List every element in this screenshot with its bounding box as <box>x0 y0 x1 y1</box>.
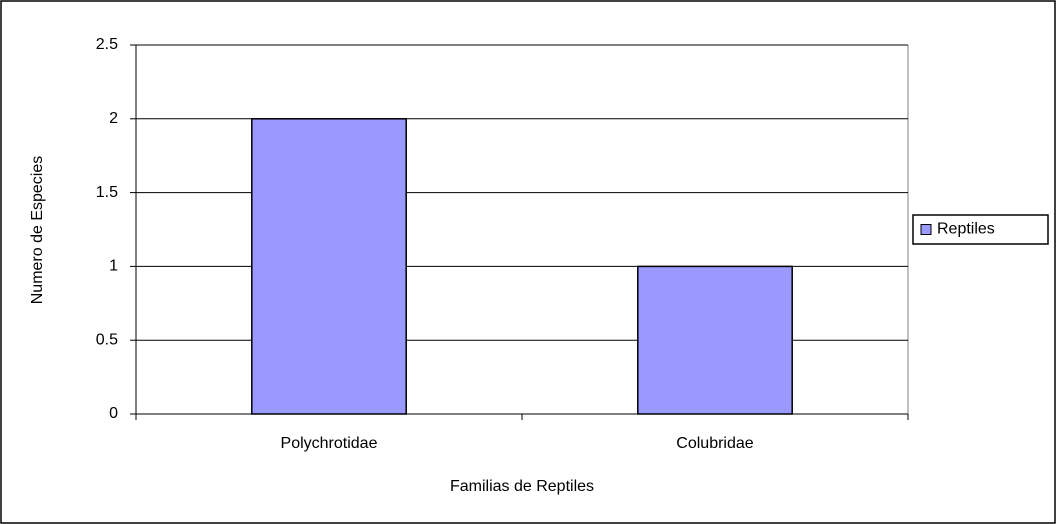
y-tick-label: 2.5 <box>96 36 118 53</box>
x-axis-label: Familias de Reptiles <box>450 478 594 495</box>
legend-swatch <box>920 224 932 235</box>
y-tick-label: 1.5 <box>96 184 118 201</box>
y-axis-label: Numero de Especies <box>29 156 46 305</box>
legend-label: Reptiles <box>937 221 995 238</box>
bar <box>637 265 793 415</box>
y-tick-label: 0.5 <box>96 331 118 348</box>
x-tick-label: Polychrotidae <box>281 435 378 452</box>
legend-box <box>912 214 1049 245</box>
x-tick-label: Colubridae <box>676 435 753 452</box>
bar <box>251 118 407 415</box>
y-tick-label: 2 <box>109 110 118 127</box>
y-tick-label: 1 <box>109 258 118 275</box>
y-tick-label: 0 <box>109 405 118 422</box>
